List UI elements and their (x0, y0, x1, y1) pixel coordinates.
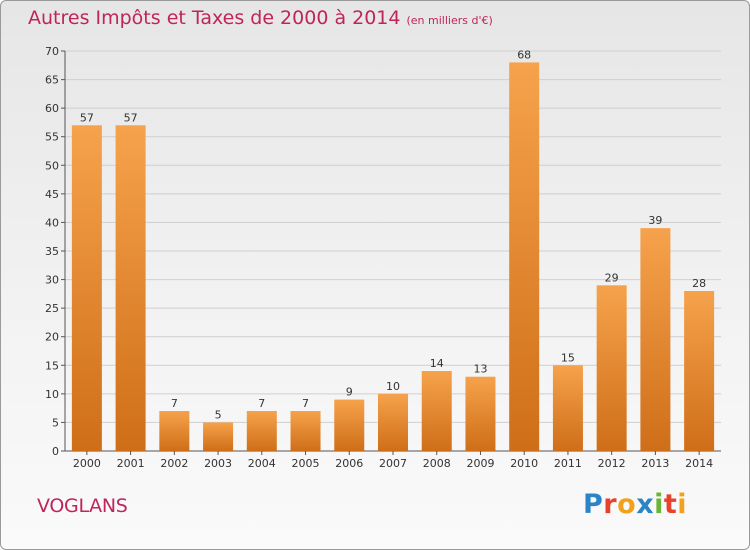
bar (421, 371, 452, 451)
x-tick-label: 2002 (160, 457, 188, 470)
x-tick-label: 2001 (117, 457, 145, 470)
logo-letter: x (636, 489, 655, 520)
logo-letter: P (583, 489, 604, 520)
bar (552, 365, 583, 451)
y-tick-label: 65 (45, 74, 59, 87)
x-tick-label: 2014 (685, 457, 713, 470)
x-tick-label: 2000 (73, 457, 101, 470)
y-tick-label: 45 (45, 188, 59, 201)
y-tick-label: 20 (45, 331, 59, 344)
chart-title: Autres Impôts et Taxes de 2000 à 2014 (28, 7, 401, 29)
data-label: 7 (171, 397, 178, 410)
y-tick-label: 5 (52, 416, 59, 429)
x-tick-label: 2008 (423, 457, 451, 470)
data-label: 5 (215, 408, 222, 421)
y-tick-label: 60 (45, 102, 59, 115)
logo-letter: t (663, 489, 678, 520)
proxiti-logo: Proxiti (583, 489, 687, 520)
bar (509, 62, 540, 452)
chart-subtitle: (en milliers d'€) (406, 14, 493, 27)
x-tick-label: 2013 (641, 457, 669, 470)
data-label: 7 (302, 397, 309, 410)
data-label: 29 (605, 271, 619, 284)
y-tick-label: 70 (45, 45, 59, 58)
bar (159, 411, 190, 451)
chart-title-block: Autres Impôts et Taxes de 2000 à 2014 (en… (28, 7, 493, 29)
bar (71, 125, 102, 452)
bar (465, 376, 496, 451)
data-label: 7 (258, 397, 265, 410)
bar (246, 411, 277, 451)
bar (115, 125, 146, 452)
y-tick-label: 55 (45, 131, 59, 144)
x-tick-label: 2006 (335, 457, 363, 470)
x-tick-label: 2005 (292, 457, 320, 470)
bar (378, 393, 408, 451)
data-label: 57 (124, 111, 138, 124)
bar (596, 285, 627, 451)
x-tick-label: 2012 (598, 457, 626, 470)
data-label: 9 (346, 386, 353, 399)
data-label: 68 (517, 48, 531, 61)
city-name: VOGLANS (37, 495, 128, 517)
bar (640, 228, 671, 451)
x-tick-label: 2007 (379, 457, 407, 470)
bar (290, 411, 321, 451)
data-label: 14 (430, 357, 444, 370)
data-label: 39 (648, 214, 662, 227)
y-tick-label: 15 (45, 359, 59, 372)
bar (203, 422, 234, 451)
x-tick-label: 2009 (466, 457, 494, 470)
bar (334, 399, 365, 451)
logo-letter: o (617, 489, 637, 520)
x-tick-label: 2010 (510, 457, 538, 470)
bar (684, 291, 715, 451)
data-label: 13 (473, 363, 487, 376)
x-tick-label: 2004 (248, 457, 276, 470)
logo-letter: i (654, 489, 664, 520)
logo-letter: i (677, 489, 688, 520)
y-tick-label: 30 (45, 274, 59, 287)
data-label: 57 (80, 111, 94, 124)
bar-layer (71, 62, 715, 452)
data-label: 10 (386, 380, 400, 393)
data-label: 15 (561, 351, 575, 364)
y-tick-label: 40 (45, 216, 59, 229)
data-label: 28 (692, 277, 706, 290)
logo-letter: r (603, 489, 618, 520)
x-tick-label: 2011 (554, 457, 582, 470)
y-tick-label: 10 (45, 388, 59, 401)
y-tick-label: 35 (45, 245, 59, 258)
y-tick-label: 50 (45, 159, 59, 172)
y-tick-label: 0 (52, 445, 59, 458)
x-tick-label: 2003 (204, 457, 232, 470)
y-tick-label: 25 (45, 302, 59, 315)
